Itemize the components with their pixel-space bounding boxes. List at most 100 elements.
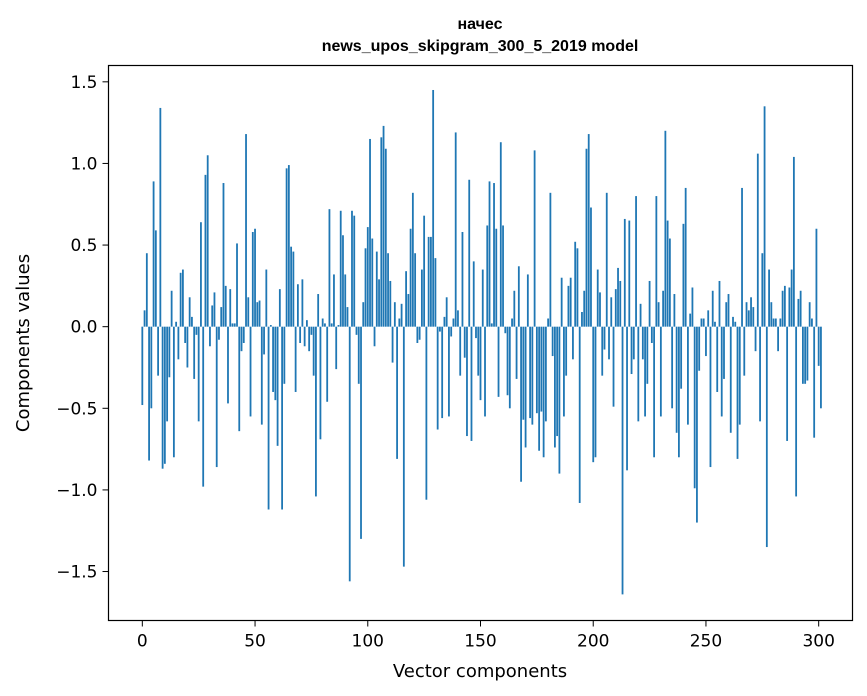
bar	[517, 266, 520, 327]
bar	[495, 228, 498, 327]
bar	[182, 269, 184, 327]
bar	[477, 326, 480, 376]
bar	[348, 326, 351, 582]
bar	[222, 183, 225, 327]
bar	[544, 326, 547, 422]
bar	[759, 326, 761, 422]
bar	[576, 248, 579, 327]
bar	[220, 307, 223, 327]
bar	[556, 326, 559, 437]
bar	[434, 258, 437, 327]
bar	[693, 326, 696, 489]
bar	[531, 326, 534, 425]
bar	[416, 326, 419, 343]
bar	[369, 138, 371, 327]
bar	[727, 294, 730, 327]
bar	[371, 238, 374, 327]
bar	[211, 305, 214, 327]
bar	[281, 326, 283, 510]
bar	[752, 307, 755, 327]
bar	[657, 302, 660, 327]
bar	[441, 326, 444, 419]
y-tick-label: 0.5	[70, 236, 97, 256]
bar	[335, 326, 338, 370]
bar	[290, 246, 293, 327]
bar	[795, 326, 798, 497]
bar	[466, 326, 468, 437]
bar	[195, 326, 198, 335]
y-tick-label: −1.0	[56, 481, 97, 501]
y-axis-label: Components values	[13, 254, 34, 432]
bar	[186, 326, 189, 368]
bar	[635, 196, 637, 327]
bar	[168, 326, 171, 378]
bar	[684, 187, 687, 327]
bar	[682, 223, 685, 327]
x-tick-label: 150	[464, 632, 496, 652]
bar	[188, 297, 191, 327]
bar	[786, 326, 789, 441]
bar	[231, 323, 234, 327]
bar	[533, 150, 536, 327]
bar	[743, 326, 746, 376]
bar	[152, 181, 155, 327]
bar	[360, 326, 362, 539]
bar	[161, 326, 164, 469]
bar	[497, 326, 500, 397]
bar	[628, 220, 631, 327]
bar	[213, 292, 216, 327]
bar	[535, 326, 538, 414]
bar	[777, 326, 779, 352]
bar	[432, 89, 435, 327]
bar	[317, 294, 320, 327]
bar	[526, 274, 529, 327]
bar	[276, 326, 279, 446]
bar	[154, 230, 157, 327]
bar	[170, 290, 173, 327]
bar	[342, 235, 344, 327]
bar	[366, 227, 369, 327]
bar	[788, 287, 791, 327]
bar	[774, 318, 777, 327]
bar	[623, 218, 626, 327]
bar	[804, 326, 807, 384]
bar	[141, 326, 144, 406]
bar	[143, 310, 146, 327]
bar	[644, 326, 646, 417]
bar	[468, 179, 471, 327]
bar	[547, 318, 550, 327]
bar	[177, 326, 180, 360]
x-tick-label: 250	[690, 632, 722, 652]
bar	[389, 280, 392, 327]
bar	[763, 106, 766, 327]
bar	[393, 302, 396, 327]
bar	[716, 326, 719, 392]
bar	[506, 326, 509, 396]
bar	[502, 225, 504, 327]
bar	[641, 326, 644, 360]
bar	[439, 326, 441, 332]
chart-subtitle: news_upos_skipgram_300_5_2019 model	[322, 38, 639, 55]
bar	[409, 228, 412, 327]
bar	[700, 318, 703, 327]
bar	[405, 271, 407, 327]
bar	[265, 269, 268, 327]
bar	[668, 238, 671, 327]
bar	[355, 326, 358, 335]
bar	[678, 326, 680, 458]
bar	[274, 326, 277, 401]
bar	[312, 326, 315, 376]
bar	[590, 207, 592, 327]
bar	[583, 290, 586, 327]
bar	[267, 326, 270, 510]
x-tick-label: 50	[244, 632, 266, 652]
bar	[272, 326, 274, 392]
bar	[245, 134, 247, 327]
bar	[450, 326, 453, 337]
bar	[425, 326, 428, 500]
bar	[175, 321, 178, 327]
bar	[357, 326, 360, 384]
y-tick-label: −1.5	[56, 563, 97, 583]
bar	[513, 290, 516, 327]
